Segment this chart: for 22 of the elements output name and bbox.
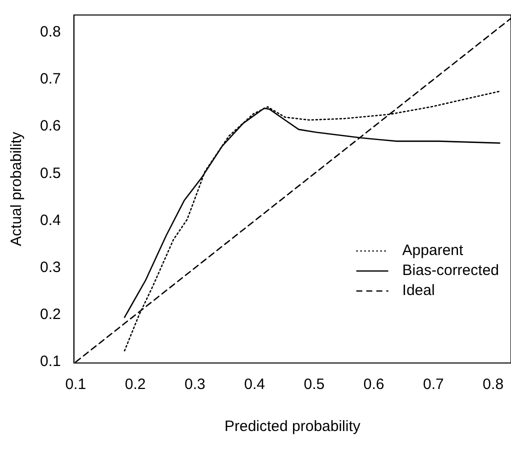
legend-label: Bias-corrected	[402, 262, 499, 280]
line-series	[124, 90, 500, 352]
x-tick-label: 0.2	[124, 376, 146, 394]
x-axis-title: Predicted probability	[224, 418, 361, 436]
x-tick-label: 0.7	[423, 376, 444, 394]
y-tick-label: 0.5	[40, 164, 61, 182]
x-tick-label: 0.6	[363, 376, 384, 394]
y-tick-label: 0.4	[40, 212, 61, 229]
legend-label: Ideal	[402, 282, 435, 300]
y-tick-label: 0.6	[40, 118, 61, 135]
x-tick-label: 0.1	[65, 376, 86, 394]
y-tick-label: 0.8	[40, 24, 61, 41]
x-tick-label: 0.8	[482, 376, 504, 394]
x-tick-label: 0.3	[184, 376, 206, 394]
legend-label: Apparent	[402, 242, 464, 260]
y-tick-label: 0.2	[40, 306, 61, 324]
x-tick-label: 0.4	[244, 376, 265, 394]
y-tick-label: 0.3	[40, 259, 61, 276]
x-tick-label: 0.5	[304, 376, 325, 394]
y-tick-label: 0.7	[40, 70, 61, 88]
y-axis-title: Actual probability	[8, 131, 26, 246]
y-tick-label: 0.1	[40, 353, 61, 370]
